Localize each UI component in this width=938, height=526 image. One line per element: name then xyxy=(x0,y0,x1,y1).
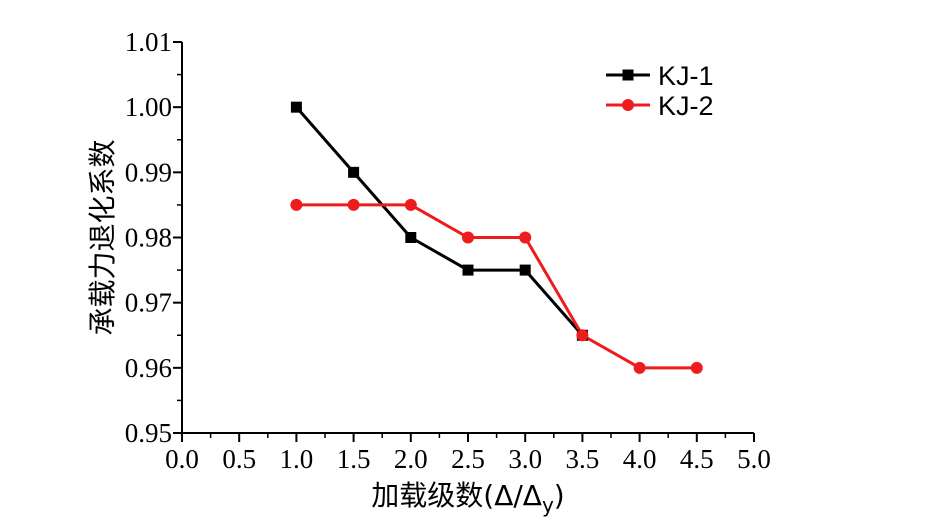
legend-label: KJ-1 xyxy=(658,61,714,91)
legend-marker xyxy=(622,69,634,81)
legend-marker xyxy=(622,99,634,111)
data-point xyxy=(633,361,646,374)
y-tick-label: 0.95 xyxy=(125,418,172,448)
y-axis-title: 承载力退化系数 xyxy=(86,139,119,335)
data-point xyxy=(519,264,531,276)
y-tick-label: 0.99 xyxy=(125,157,172,187)
x-tick-label: 3.5 xyxy=(566,444,600,474)
series-layer xyxy=(290,101,703,374)
y-ticks: 0.95 0.96 0.97 0.98 0.99 1.00 1.01 xyxy=(125,27,182,448)
data-point xyxy=(290,198,303,211)
data-point xyxy=(462,231,474,244)
x-tick-label: 3.0 xyxy=(508,444,542,474)
data-point xyxy=(347,198,360,211)
x-tick-label: 2.0 xyxy=(394,444,428,474)
y-tick-label: 0.96 xyxy=(125,353,172,383)
x-ticks: 0.0 0.5 1.0 1.5 2.0 2.5 3.0 3.5 4.0 4.5 5.0 xyxy=(165,433,771,474)
legend: KJ-1KJ-2 xyxy=(606,61,714,121)
y-tick-label: 0.97 xyxy=(125,288,172,318)
data-point xyxy=(404,198,417,211)
data-point xyxy=(576,329,589,342)
x-axis-title: 加载级数(Δ/Δy) xyxy=(371,479,564,517)
x-tick-label: 4.5 xyxy=(680,444,714,474)
series-line-kj-1 xyxy=(295,106,584,337)
data-point xyxy=(690,361,703,374)
data-point xyxy=(519,231,532,244)
y-tick-label: 0.98 xyxy=(125,223,172,253)
legend-label: KJ-2 xyxy=(658,91,714,121)
x-tick-label: 0.0 xyxy=(165,444,199,474)
x-tick-label: 1.0 xyxy=(280,444,314,474)
series-line-kj-2 xyxy=(296,203,697,370)
x-tick-label: 4.0 xyxy=(623,444,657,474)
data-point xyxy=(462,264,474,276)
y-tick-label: 1.00 xyxy=(125,92,172,122)
data-point xyxy=(348,166,360,178)
x-tick-label: 5.0 xyxy=(737,444,771,474)
data-point xyxy=(290,101,302,113)
x-tick-label: 1.5 xyxy=(337,444,371,474)
x-tick-label: 2.5 xyxy=(451,444,485,474)
data-point xyxy=(405,232,417,243)
y-tick-label: 1.01 xyxy=(125,27,172,57)
x-tick-label: 0.5 xyxy=(222,444,256,474)
